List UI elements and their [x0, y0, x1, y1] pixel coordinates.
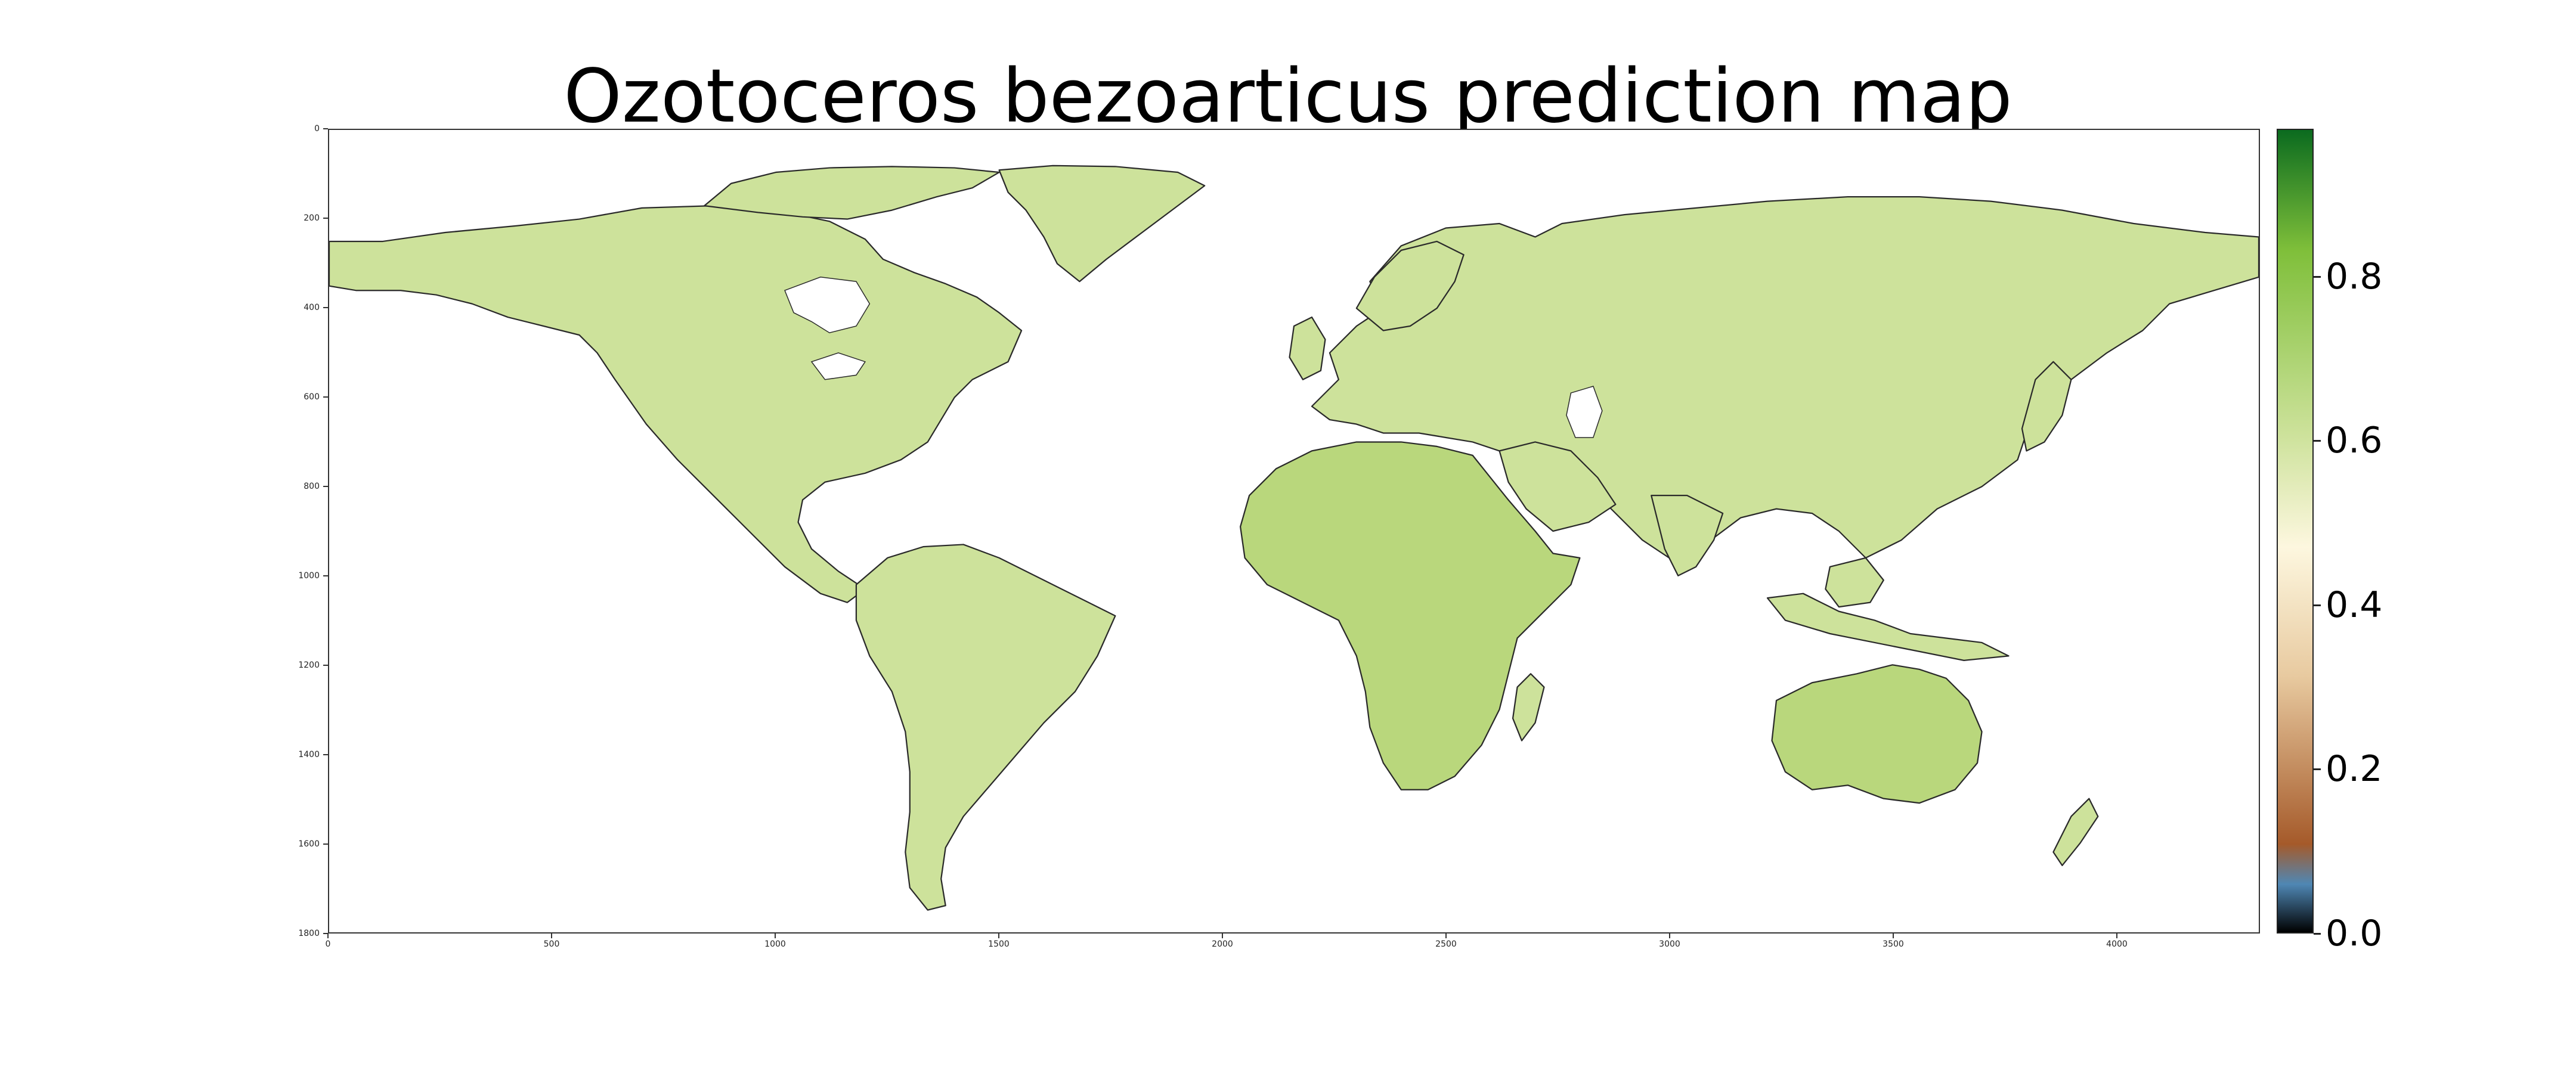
- x-tick-label: 0: [325, 939, 331, 949]
- y-tick-mark: [323, 128, 328, 129]
- landmass-arctic-islands: [704, 166, 1000, 220]
- y-tick-label: 400: [304, 303, 320, 312]
- y-tick-mark: [323, 396, 328, 398]
- x-tick-mark: [1669, 934, 1670, 938]
- landmass-madagascar: [1512, 673, 1545, 742]
- y-tick-label: 800: [304, 482, 320, 491]
- landmass-australia: [1771, 664, 1983, 804]
- landmass-borneo: [1825, 557, 1884, 608]
- colorbar-tick-label: 0.2: [2326, 748, 2383, 790]
- y-tick-label: 1800: [298, 929, 320, 938]
- x-tick-label: 2000: [1212, 939, 1233, 949]
- landmass-arabia: [1498, 441, 1617, 532]
- y-tick-label: 0: [314, 124, 320, 134]
- x-tick-label: 500: [543, 939, 560, 949]
- y-tick-label: 200: [304, 213, 320, 223]
- landmass-japan: [2021, 361, 2072, 452]
- x-tick-label: 4000: [2106, 939, 2128, 949]
- colorbar-tick-mark: [2314, 768, 2321, 771]
- y-tick-label: 1000: [298, 571, 320, 581]
- x-tick-mark: [551, 934, 552, 938]
- landmass-india: [1651, 495, 1724, 576]
- x-tick-mark: [1893, 934, 1894, 938]
- y-tick-mark: [323, 218, 328, 219]
- x-tick-mark: [775, 934, 776, 938]
- landmass-africa: [1239, 441, 1581, 790]
- x-tick-mark: [1445, 934, 1447, 938]
- colorbar-tick-label: 0.6: [2326, 420, 2383, 462]
- landmass-north-america: [329, 205, 1023, 603]
- y-tick-mark: [323, 575, 328, 576]
- map-title: Ozotoceros bezoarticus prediction map: [564, 54, 2012, 139]
- landmass-greenland: [998, 165, 1206, 283]
- colorbar-tick-label: 0.0: [2326, 913, 2383, 954]
- y-tick-label: 1200: [298, 660, 320, 670]
- x-tick-label: 3000: [1659, 939, 1680, 949]
- x-tick-mark: [998, 934, 999, 938]
- y-tick-mark: [323, 843, 328, 845]
- colorbar-tick-mark: [2314, 604, 2321, 606]
- hudson-bay: [784, 277, 871, 334]
- y-tick-label: 600: [304, 392, 320, 402]
- colorbar-tick-mark: [2314, 933, 2321, 935]
- colorbar-tick-label: 0.4: [2326, 584, 2383, 626]
- y-tick-mark: [323, 307, 328, 308]
- colorbar-tick-mark: [2314, 275, 2321, 278]
- y-tick-label: 1400: [298, 750, 320, 759]
- landmass-britain: [1289, 316, 1326, 380]
- landmass-new-zealand: [2052, 798, 2099, 866]
- caspian-sea: [1566, 386, 1603, 438]
- map-axes: [328, 129, 2260, 934]
- x-tick-mark: [327, 934, 329, 938]
- landmass-scandinavia: [1355, 240, 1465, 331]
- y-tick-label: 1600: [298, 839, 320, 849]
- y-tick-mark: [323, 754, 328, 755]
- x-tick-mark: [2116, 934, 2117, 938]
- y-tick-mark: [323, 486, 328, 487]
- x-tick-label: 1500: [988, 939, 1010, 949]
- landmass-indonesia: [1766, 593, 2010, 661]
- x-tick-label: 3500: [1883, 939, 1904, 949]
- y-tick-mark: [323, 665, 328, 666]
- x-tick-label: 1000: [764, 939, 786, 949]
- colorbar: [2277, 129, 2314, 934]
- y-tick-mark: [323, 933, 328, 934]
- x-tick-mark: [1222, 934, 1223, 938]
- x-tick-label: 2500: [1435, 939, 1457, 949]
- world-map: [329, 165, 2259, 911]
- landmass-south-america: [855, 544, 1116, 911]
- great-lakes: [810, 352, 866, 380]
- colorbar-tick-mark: [2314, 440, 2321, 442]
- colorbar-tick-label: 0.8: [2326, 255, 2383, 297]
